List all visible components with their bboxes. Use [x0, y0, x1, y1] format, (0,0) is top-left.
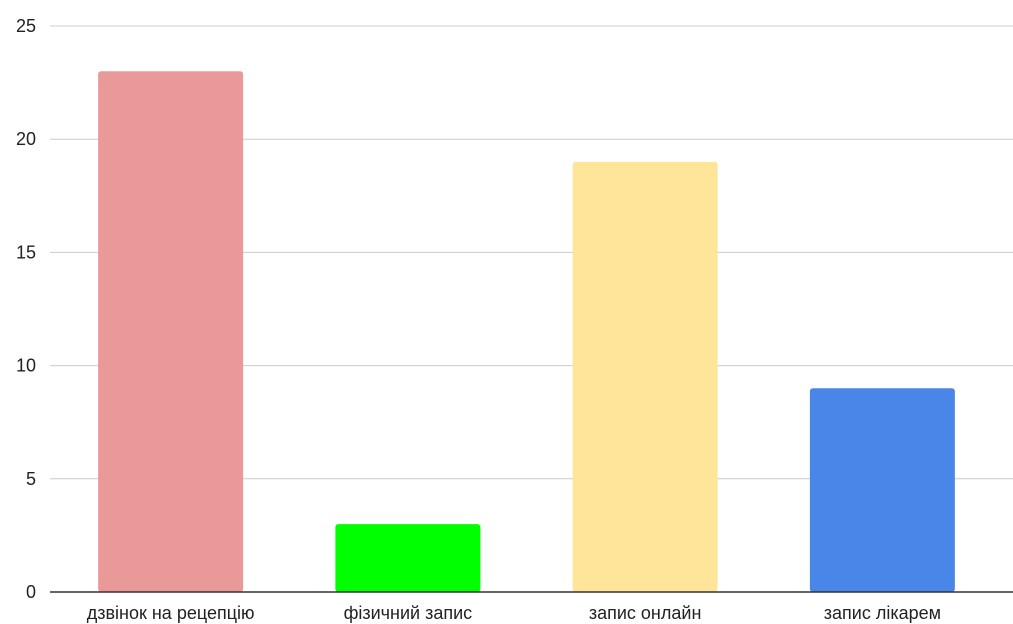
- y-tick-label: 10: [16, 356, 36, 376]
- y-tick-label: 0: [26, 582, 36, 602]
- x-category-label: запис онлайн: [589, 603, 702, 623]
- x-category-label: дзвінок на рецепцію: [87, 603, 255, 623]
- x-category-label: фізичний запис: [344, 603, 473, 623]
- bar-3: [572, 161, 718, 592]
- bar-4: [809, 388, 955, 592]
- y-tick-label: 15: [16, 242, 36, 262]
- bars: [98, 71, 955, 592]
- bar-1: [98, 71, 244, 592]
- y-tick-label: 20: [16, 129, 36, 149]
- bar-2: [335, 524, 481, 592]
- x-category-label: запис лікарем: [824, 603, 941, 623]
- y-tick-label: 5: [26, 469, 36, 489]
- y-axis-ticks: 0 5 10 15 20 25: [16, 16, 36, 602]
- y-tick-label: 25: [16, 16, 36, 36]
- x-axis-labels: дзвінок на рецепцію фізичний запис запис о…: [87, 603, 941, 623]
